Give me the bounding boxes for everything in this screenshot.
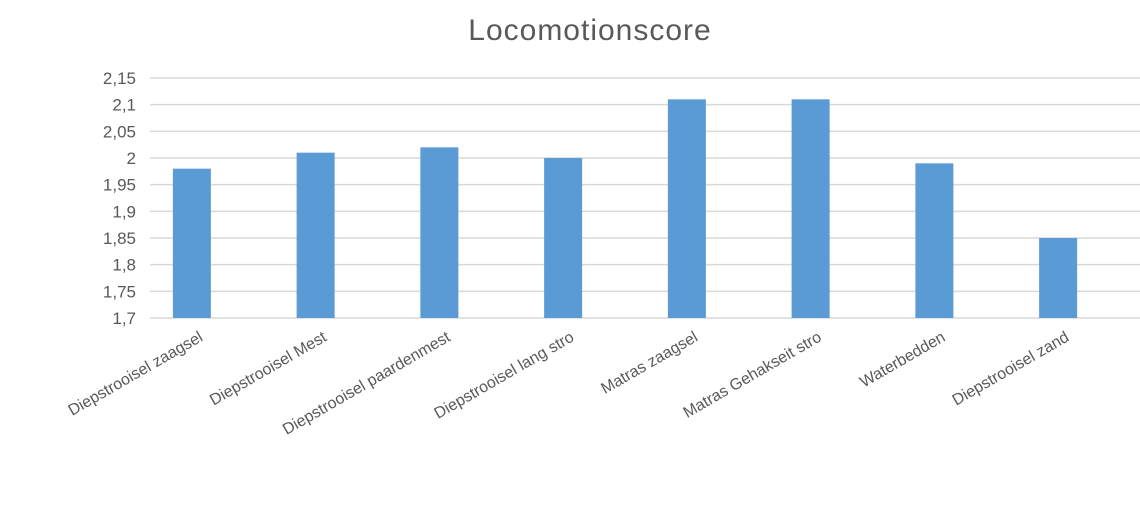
- bar: [420, 147, 459, 318]
- y-tick-label: 2,05: [103, 122, 136, 141]
- y-tick-label: 2: [127, 149, 136, 168]
- x-tick-label: Matras zaagsel: [598, 329, 700, 398]
- y-tick-label: 1,8: [112, 256, 136, 275]
- y-tick-label: 1,7: [112, 309, 136, 328]
- y-tick-label: 1,9: [112, 202, 136, 221]
- bar: [791, 99, 830, 318]
- bar: [1039, 238, 1078, 318]
- bar: [544, 158, 583, 318]
- x-axis-labels: Diepstrooisel zaagsel Diepstrooisel Mest D…: [66, 328, 1072, 438]
- chart-title: Locomotionscore: [468, 14, 712, 47]
- y-tick-label: 1,95: [103, 176, 136, 195]
- bar: [667, 99, 706, 318]
- x-tick-label: Diepstrooisel Mest: [207, 328, 330, 409]
- x-tick-label: Waterbedden: [857, 329, 948, 391]
- x-tick-label: Diepstrooisel lang stro: [432, 329, 578, 423]
- x-tick-label: Diepstrooisel zaagsel: [66, 329, 206, 420]
- y-tick-label: 1,75: [103, 282, 136, 301]
- bar: [172, 168, 211, 318]
- y-tick-label: 2,15: [103, 69, 136, 88]
- bar: [296, 152, 335, 318]
- y-tick-label: 2,1: [112, 96, 136, 115]
- x-tick-label: Matras Gehakseit stro: [681, 329, 825, 422]
- y-tick-label: 1,85: [103, 229, 136, 248]
- x-tick-label: Diepstrooisel zand: [950, 329, 1072, 410]
- bar: [915, 163, 954, 318]
- bars: [172, 99, 1078, 318]
- y-axis-ticks: 2,15 2,1 2,05 2 1,95 1,9 1,85 1,8 1,75 1,7: [103, 69, 136, 328]
